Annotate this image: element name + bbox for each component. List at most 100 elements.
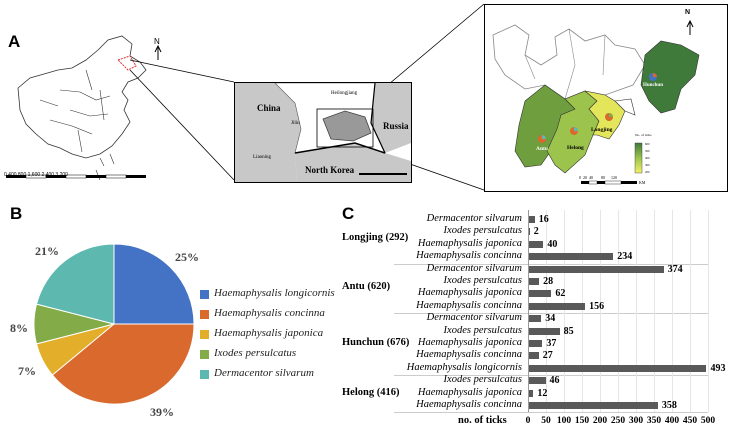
bar	[529, 278, 540, 285]
species-label: Haemaphysalis concinna	[416, 250, 522, 262]
bar-value-label: 28	[543, 276, 554, 287]
pie-slice-concinna	[51, 323, 195, 405]
species-label: Haemaphysalis japonica	[417, 237, 522, 249]
x-axis-label: no. of ticks	[458, 415, 507, 427]
bar-value-label: 37	[546, 338, 557, 349]
group-divider	[394, 313, 708, 315]
pie-label-persulcatus: 8%	[10, 321, 28, 335]
grid-line	[600, 210, 601, 413]
bar-value-label: 85	[563, 325, 574, 337]
bar	[529, 402, 658, 409]
label-heilongjiang: Heilongjiang	[331, 91, 358, 96]
species-label: Ixodes persulcatus	[443, 374, 522, 386]
panel-label-a: A	[8, 32, 21, 51]
label-longjing: Longjing	[591, 127, 613, 133]
bar	[529, 364, 707, 372]
x-tick-label: 0	[525, 416, 531, 427]
x-tick-label: 300	[628, 416, 644, 427]
x-tick-label: 350	[646, 416, 662, 427]
group-divider	[394, 263, 708, 265]
group-label: Longjing (292)	[342, 231, 409, 243]
pie-slice-silvarum	[35, 243, 115, 325]
label-hunchun: Hunchun	[643, 83, 664, 88]
bar	[529, 377, 546, 385]
bar-value-label: 40	[547, 238, 558, 250]
bar	[529, 290, 552, 298]
bar-value-label: 234	[617, 251, 633, 263]
species-label: Ixodes persulcatus	[443, 324, 522, 336]
label-helong: Helong	[567, 145, 584, 151]
x-tick-label: 100	[556, 416, 572, 427]
north-arrow-icon: N	[154, 37, 160, 46]
x-tick-label: 500	[700, 416, 716, 427]
legend-swatch-concinna	[200, 310, 209, 319]
grid-line	[708, 210, 709, 413]
y-axis-line	[528, 210, 529, 413]
grid-line	[672, 210, 673, 413]
bar-value-label: 16	[538, 214, 549, 225]
legend-label: Haemaphysalis longicornis	[214, 287, 335, 299]
bar-value-label: 46	[549, 375, 560, 387]
grid-line	[564, 210, 565, 413]
x-tick-label: 400	[664, 416, 680, 427]
panel-label-b: B	[10, 204, 23, 223]
group-label: Helong (416)	[342, 386, 400, 398]
bar-value-label: 27	[542, 350, 553, 362]
legend-value: 400	[645, 156, 650, 160]
group-divider	[394, 412, 708, 414]
species-label: Ixodes persulcatus	[443, 275, 522, 286]
panel-label-c: C	[342, 204, 355, 223]
tick-count-bar-chart: Longjing (292) Antu (620) Hunchun (676) Hel…	[340, 210, 732, 443]
overview-scale-label: 0 400 800 1,600 2,400 3,200	[4, 172, 68, 178]
pie-label-japonica: 7%	[18, 364, 36, 378]
legend-swatch-japonica	[200, 330, 209, 339]
group-label: Hunchun (676)	[342, 337, 410, 349]
grid-line	[546, 210, 547, 413]
species-label: Dermacentor silvarum	[426, 213, 522, 224]
species-label: Haemaphysalis concinna	[416, 299, 522, 311]
x-tick-label: 150	[574, 416, 590, 427]
detail-map: N Hunchun Longjing Antu Helong No. of ti…	[484, 4, 728, 192]
x-tick-label: 250	[610, 416, 626, 427]
species-label: Haemaphysalis japonica	[417, 337, 522, 348]
species-label: Haemaphysalis japonica	[417, 287, 522, 299]
bar	[529, 240, 544, 248]
legend-label: Haemaphysalis japonica	[214, 327, 324, 339]
species-label: Dermacentor silvarum	[426, 312, 522, 324]
grid-line	[690, 210, 691, 413]
bar	[529, 327, 560, 335]
legend-value: 300	[645, 163, 650, 167]
label-north-korea: North Korea	[305, 165, 355, 175]
bar-value-label: 34	[545, 313, 556, 325]
legend-label: Ixodes persulcatus	[214, 347, 297, 359]
grid-line	[618, 210, 619, 413]
bar-value-label: 156	[589, 300, 605, 312]
bar-value-label: 2	[533, 226, 539, 238]
bar	[529, 265, 664, 273]
north-arrow-icon: N	[685, 9, 691, 16]
species-label: Haemaphysalis concinna	[416, 349, 522, 361]
bar	[529, 253, 614, 261]
species-label: Haemaphysalis concinna	[416, 399, 522, 410]
pie-slice-longicornis	[113, 243, 195, 325]
species-label: Haemaphysalis longicornis	[406, 361, 522, 373]
bar	[529, 228, 530, 236]
legend-label: Dermacentor silvarum	[214, 367, 314, 379]
pie-label-longicornis: 25%	[175, 250, 199, 264]
species-label: Ixodes persulcatus	[443, 225, 522, 237]
legend-swatch-longicornis	[200, 290, 209, 299]
species-label: Dermacentor silvarum	[426, 262, 522, 274]
label-jilin: Jilin	[291, 121, 300, 126]
bar	[529, 216, 535, 223]
legend-value: 500	[645, 149, 650, 153]
bar	[529, 340, 543, 347]
legend-label: Haemaphysalis concinna	[214, 307, 325, 319]
bar-value-label: 358	[661, 400, 677, 411]
pie-label-concinna: 39%	[150, 405, 174, 419]
bar-value-label: 62	[555, 288, 566, 300]
x-tick-label: 50	[541, 416, 551, 427]
bar-value-label: 374	[667, 263, 683, 275]
x-tick-label: 450	[682, 416, 698, 427]
legend-swatch-persulcatus	[200, 350, 209, 359]
group-divider	[394, 375, 708, 377]
